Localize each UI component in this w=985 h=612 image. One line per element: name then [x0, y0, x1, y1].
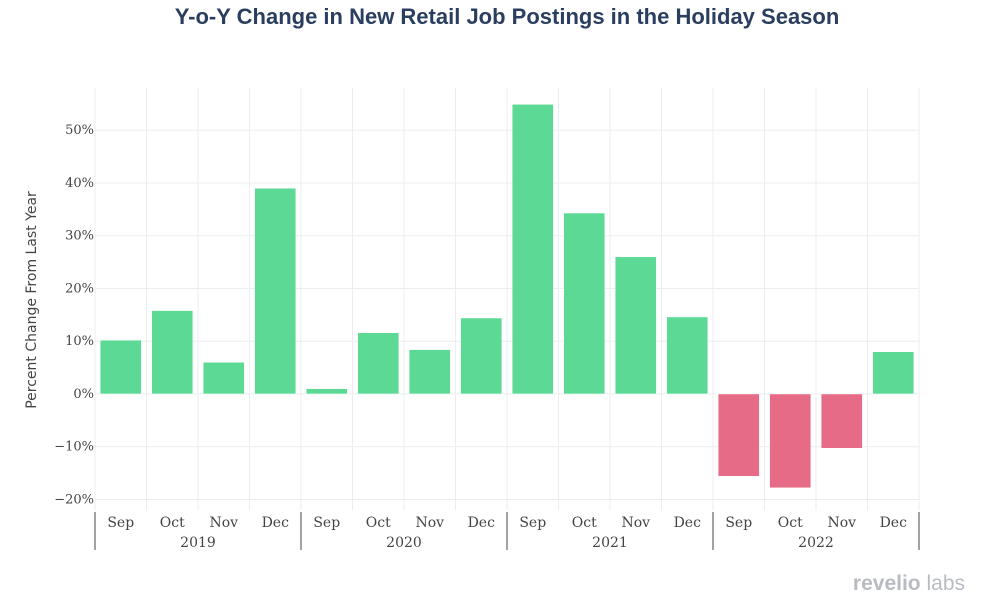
- x-tick-label-month: Dec: [262, 515, 290, 531]
- y-tick-label: 30%: [65, 229, 94, 244]
- axes: −20% −10% 0% 10% 20% 30% 40% 50% Sep Oct Nov Dec Sep…: [54, 123, 920, 551]
- x-tick-label-month: Sep: [519, 515, 546, 531]
- bar-2022-dec: [872, 351, 915, 395]
- x-tick-label-month: Sep: [313, 515, 340, 531]
- x-tick-label-month: Nov: [415, 515, 444, 531]
- y-tick-label: 20%: [65, 281, 94, 296]
- bar-2020-oct: [357, 332, 400, 395]
- x-tick-label-month: Sep: [725, 515, 752, 531]
- y-tick-label: −10%: [54, 440, 94, 455]
- x-tick-label-month: Dec: [674, 515, 702, 531]
- bar-2020-sep: [305, 388, 348, 395]
- bars: [99, 104, 915, 489]
- bar-2021-nov: [614, 256, 657, 395]
- x-tick-label-month: Sep: [107, 515, 134, 531]
- x-tick-label-year: 2021: [592, 535, 628, 551]
- y-tick-label: −20%: [54, 492, 94, 507]
- bar-2019-dec: [254, 187, 297, 395]
- svg-text:revelio labs: revelio labs: [853, 572, 965, 595]
- logo-text-revelio: revelio: [853, 572, 921, 595]
- bar-2021-sep: [511, 104, 554, 395]
- x-tick-label-month: Oct: [572, 515, 597, 531]
- y-tick-label: 0%: [73, 387, 94, 402]
- y-axis-label: Percent Change From Last Year: [24, 191, 40, 409]
- bar-2020-dec: [460, 317, 503, 395]
- watermark-logo: revelio labs: [853, 572, 965, 595]
- x-tick-label-month: Nov: [621, 515, 650, 531]
- chart-title: Y-o-Y Change in New Retail Job Postings …: [175, 4, 840, 29]
- x-tick-label-month: Nov: [209, 515, 238, 531]
- x-tick-label-month: Oct: [778, 515, 803, 531]
- y-tick-label: 40%: [65, 176, 94, 191]
- y-tick-label: 50%: [65, 123, 94, 138]
- x-tick-label-month: Oct: [160, 515, 185, 531]
- x-tick-label-month: Dec: [880, 515, 908, 531]
- bar-2019-sep: [99, 339, 142, 395]
- bar-2020-nov: [408, 349, 451, 395]
- bar-2019-oct: [151, 310, 194, 395]
- x-tick-label-month: Oct: [366, 515, 391, 531]
- x-tick-label-month: Nov: [827, 515, 856, 531]
- bar-2022-nov: [820, 393, 863, 449]
- x-tick-label-year: 2022: [798, 535, 834, 551]
- bar-2021-oct: [563, 212, 606, 395]
- bar-2021-dec: [666, 316, 709, 395]
- bar-2022-oct: [769, 393, 812, 489]
- grid: [94, 88, 920, 510]
- bar-2022-sep: [717, 393, 760, 477]
- x-tick-label-year: 2019: [180, 535, 216, 551]
- y-tick-label: 10%: [65, 334, 94, 349]
- logo-text-labs: labs: [921, 572, 965, 595]
- x-tick-label-year: 2020: [386, 535, 422, 551]
- bar-2019-nov: [202, 362, 245, 395]
- x-tick-label-month: Dec: [468, 515, 496, 531]
